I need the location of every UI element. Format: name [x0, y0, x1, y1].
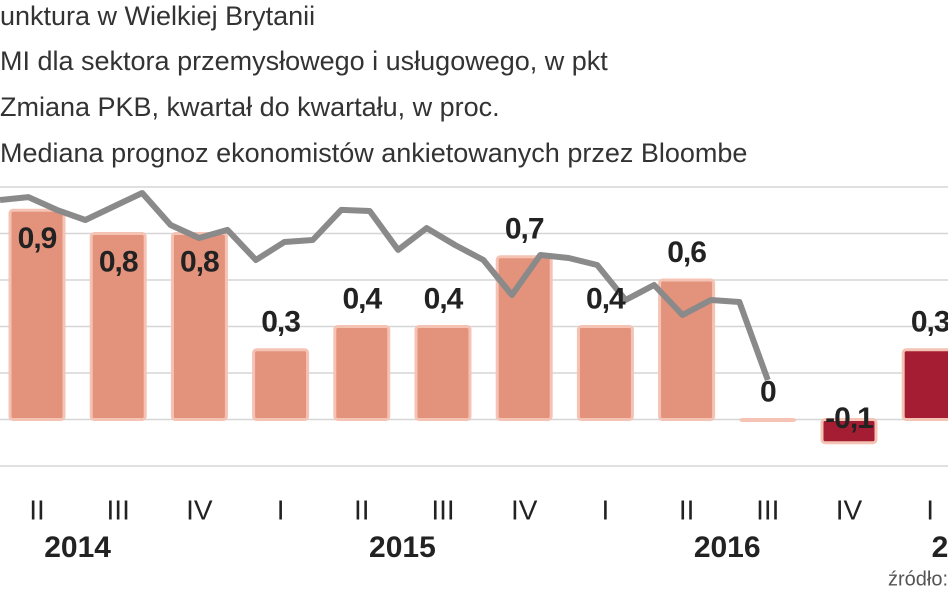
source: źródło: — [888, 568, 948, 590]
title-line: Zmiana PKB, kwartał do kwartału, w proc. — [0, 92, 500, 122]
value-label: 0,6 — [667, 236, 706, 269]
value-label: 0 — [760, 375, 776, 408]
x-tick-label: I — [926, 494, 934, 525]
x-tick-label: I — [602, 494, 610, 525]
value-label: -0,1 — [825, 402, 873, 435]
title-line: MI dla sektora przemysłowego i usługoweg… — [0, 46, 608, 76]
bar — [820, 418, 878, 445]
x-tick-label: IV — [836, 494, 863, 525]
bar — [576, 325, 634, 421]
value-label: 0,4 — [342, 282, 382, 315]
value-label: 0,8 — [180, 245, 219, 278]
x-tick-label: III — [107, 494, 130, 525]
year-label: 2014 — [44, 531, 111, 564]
value-label: 0,9 — [18, 222, 57, 255]
value-label: 0,3 — [261, 306, 300, 339]
bar — [414, 325, 472, 421]
x-tick-label: III — [431, 494, 454, 525]
title-line: unktura w Wielkiej Brytanii — [0, 1, 315, 31]
x-tick-label: I — [277, 494, 285, 525]
value-label: 0,3 — [911, 306, 948, 339]
x-tick-label: III — [756, 494, 779, 525]
value-label: 0,8 — [99, 245, 138, 278]
bar — [252, 348, 310, 421]
x-tick-label: II — [354, 494, 370, 525]
year-label: 2 — [932, 531, 948, 564]
title-line: Mediana prognoz ekonomistów ankietowanyc… — [0, 138, 747, 168]
year-label: 2015 — [369, 531, 436, 564]
pmi-line — [0, 190, 771, 382]
x-tick-label: II — [679, 494, 695, 525]
value-label: 0,4 — [424, 282, 464, 315]
bar — [333, 325, 391, 421]
bar — [170, 232, 228, 421]
x-tick-label: II — [29, 494, 45, 525]
bar — [8, 208, 66, 421]
value-label: 0,4 — [586, 282, 626, 315]
value-label: 0,7 — [505, 213, 544, 246]
x-tick-label: IV — [511, 494, 538, 525]
year-label: 2016 — [694, 531, 761, 564]
bar — [901, 348, 948, 421]
bar — [89, 232, 147, 421]
x-tick-label: IV — [186, 494, 213, 525]
bar — [739, 418, 797, 422]
bar — [658, 278, 716, 421]
